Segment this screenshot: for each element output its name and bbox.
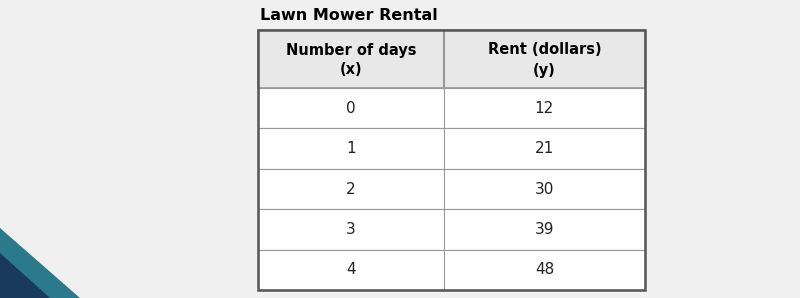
Bar [258, 209, 645, 250]
Text: 3: 3 [346, 222, 356, 237]
Bar [258, 169, 645, 209]
Bar [258, 88, 645, 128]
Polygon shape [0, 253, 50, 298]
Text: 12: 12 [534, 101, 554, 116]
Polygon shape [0, 228, 80, 298]
Text: (x): (x) [339, 63, 362, 77]
Text: Lawn Mower Rental: Lawn Mower Rental [260, 9, 438, 24]
Text: Number of days: Number of days [286, 43, 416, 58]
Bar [258, 30, 645, 88]
Bar [258, 250, 645, 290]
Bar [258, 128, 645, 169]
Text: 2: 2 [346, 181, 356, 196]
Text: 30: 30 [534, 181, 554, 196]
Text: (y): (y) [533, 63, 556, 77]
Text: Rent (dollars): Rent (dollars) [487, 43, 601, 58]
Text: 48: 48 [534, 262, 554, 277]
Text: 1: 1 [346, 141, 356, 156]
Text: 4: 4 [346, 262, 356, 277]
Text: 0: 0 [346, 101, 356, 116]
Text: 21: 21 [534, 141, 554, 156]
Text: 39: 39 [534, 222, 554, 237]
Bar [258, 30, 645, 290]
